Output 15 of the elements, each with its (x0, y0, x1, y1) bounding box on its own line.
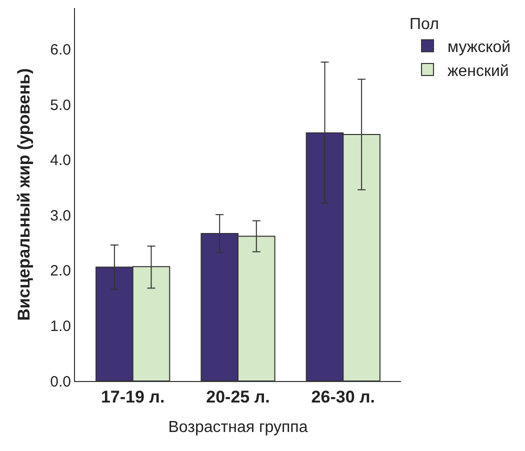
x-axis-title: Возрастная группа (168, 419, 308, 436)
x-tick-label: 20-25 л. (206, 387, 270, 406)
y-tick-label: 0.0 (50, 373, 71, 390)
legend-label: мужской (448, 38, 511, 56)
y-tick-label: 3.0 (50, 207, 71, 224)
y-tick-label: 5.0 (50, 96, 71, 114)
legend-label: женский (448, 62, 509, 80)
y-tick-label: 1.0 (50, 318, 71, 335)
x-tick-label: 26-30 л. (311, 387, 376, 406)
y-tick-label: 6.0 (50, 42, 71, 59)
y-tick-label: 4.0 (50, 152, 71, 170)
x-tick-label: 17-19 л. (100, 387, 165, 406)
y-tick-label: 2.0 (50, 262, 71, 280)
legend-title: Пол (410, 16, 439, 33)
y-axis-title: Висцеральный жир (уровень) (14, 68, 34, 321)
